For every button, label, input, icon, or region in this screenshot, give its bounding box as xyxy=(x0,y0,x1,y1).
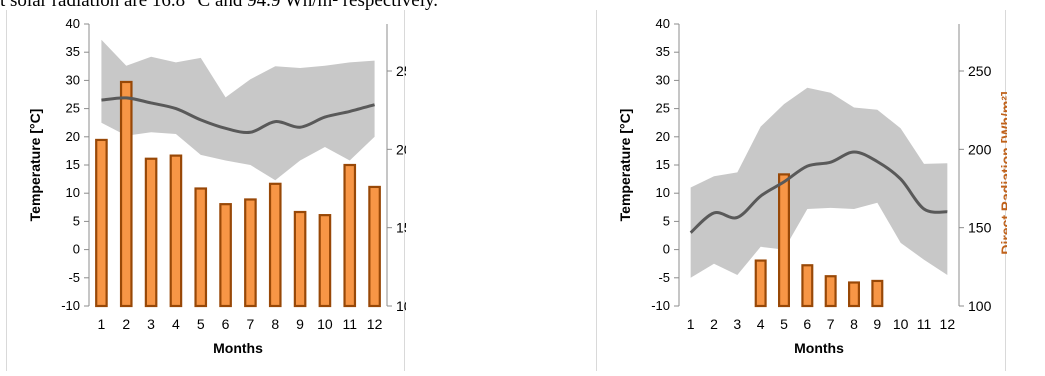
right-tick-label: 100 xyxy=(968,298,992,314)
radiation-bar xyxy=(848,281,861,308)
radiation-bar xyxy=(144,157,158,308)
radiation-bar xyxy=(343,163,357,308)
x-tick-label: 2 xyxy=(122,316,130,332)
left-tick-label: 35 xyxy=(66,44,80,59)
x-tick-label: 8 xyxy=(850,316,858,332)
right-tick-label: 100 xyxy=(396,298,406,314)
right-tick-label: 250 xyxy=(396,63,406,79)
x-tick-label: 6 xyxy=(222,316,230,332)
left-tick-label: 35 xyxy=(656,44,670,59)
x-tick-label: 12 xyxy=(367,316,383,332)
radiation-bar xyxy=(368,185,381,308)
radiation-bar xyxy=(871,279,884,308)
left-tick-label: -10 xyxy=(61,298,80,313)
right-tick-label: 150 xyxy=(396,220,406,236)
radiation-bar xyxy=(268,182,282,308)
left-tick-label: 5 xyxy=(663,213,670,228)
radiation-bar xyxy=(824,275,837,308)
left-tick-label: 25 xyxy=(66,101,80,116)
left-tick-label: 30 xyxy=(66,72,80,87)
chart-panel-left: -10 -5 0 5 10 15 20 25 30 35 40 100 150 200 250 12 3 4 5 6 7… xyxy=(6,10,442,371)
mean-temperature-line xyxy=(101,96,375,135)
left-tick-label: 40 xyxy=(66,16,80,31)
caption-fragment: t solar radiation are 16.8 °C and 94.9 W… xyxy=(0,0,439,11)
left-tick-label: -5 xyxy=(658,270,670,285)
left-axis-title: Temperature [°C] xyxy=(617,109,633,222)
left-tick-label: 15 xyxy=(66,157,80,172)
x-tick-label: 9 xyxy=(873,316,881,332)
left-tick-label: 15 xyxy=(656,157,670,172)
x-tick-label: 1 xyxy=(687,316,695,332)
chart-left: -10 -5 0 5 10 15 20 25 30 35 40 100 150 200 250 12 3 4 5 6 7… xyxy=(27,16,442,356)
x-tick-label: 10 xyxy=(317,316,333,332)
right-tick-label: 200 xyxy=(396,141,406,157)
left-tick-label: 25 xyxy=(656,101,670,116)
x-tick-label: 5 xyxy=(197,316,205,332)
left-tick-label: 20 xyxy=(66,129,80,144)
x-tick-label: 4 xyxy=(172,316,180,332)
radiation-bar xyxy=(219,203,232,308)
radiation-bar xyxy=(119,80,133,308)
x-tick-label: 9 xyxy=(296,316,304,332)
x-tick-label: 11 xyxy=(342,316,357,332)
x-axis-title: Months xyxy=(794,340,844,356)
left-tick-label: 10 xyxy=(656,185,670,200)
x-tick-label: 7 xyxy=(827,316,835,332)
radiation-bar xyxy=(194,187,208,308)
radiation-bar xyxy=(169,154,183,308)
chart-panel-right: -10 -5 0 5 10 15 20 25 30 35 40 100 150 200 250 1 2 3 4 5 6 7… xyxy=(596,10,1014,371)
right-axis-title: Direct Radiation [Wh/m²] xyxy=(998,91,1007,254)
left-tick-label: 30 xyxy=(656,72,670,87)
x-tick-label: 1 xyxy=(98,316,106,332)
x-tick-label: 3 xyxy=(147,316,155,332)
temperature-range-band xyxy=(690,87,948,278)
right-tick-label: 150 xyxy=(968,220,992,236)
mean-temperature-line xyxy=(689,150,948,234)
right-tick-label: 200 xyxy=(968,141,992,157)
x-tick-label: 11 xyxy=(917,316,932,332)
radiation-bar xyxy=(293,210,307,308)
left-tick-label: 40 xyxy=(656,16,670,31)
x-tick-label: 12 xyxy=(940,316,956,332)
x-tick-label: 5 xyxy=(780,316,788,332)
right-tick-label: 250 xyxy=(968,63,992,79)
left-tick-label: 10 xyxy=(66,185,80,200)
left-tick-label: 0 xyxy=(73,242,80,257)
left-tick-label: 20 xyxy=(656,129,670,144)
x-tick-label: 3 xyxy=(733,316,741,332)
radiation-bar xyxy=(754,259,767,308)
left-axis-title: Temperature [°C] xyxy=(27,109,43,222)
x-tick-label: 10 xyxy=(893,316,909,332)
left-tick-label: -5 xyxy=(68,270,80,285)
x-tick-label: 4 xyxy=(757,316,765,332)
left-tick-label: 0 xyxy=(663,242,670,257)
radiation-bar xyxy=(778,173,791,308)
temperature-range-band xyxy=(101,39,375,181)
radiation-bar xyxy=(801,264,814,308)
x-tick-label: 2 xyxy=(710,316,718,332)
left-tick-label: 5 xyxy=(73,213,80,228)
x-tick-label: 6 xyxy=(803,316,811,332)
x-tick-label: 8 xyxy=(271,316,279,332)
x-axis-title: Months xyxy=(213,340,263,356)
radiation-bar xyxy=(318,214,332,308)
x-tick-label: 7 xyxy=(247,316,255,332)
radiation-bar xyxy=(95,138,108,308)
left-tick-label: -10 xyxy=(651,298,670,313)
radiation-bar xyxy=(244,198,257,308)
